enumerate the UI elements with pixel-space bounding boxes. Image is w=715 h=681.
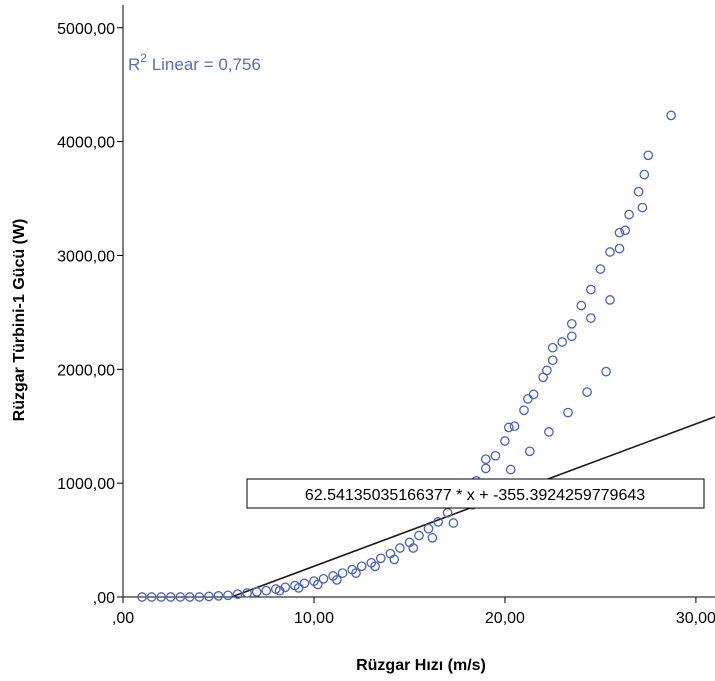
- data-point: [137, 592, 147, 602]
- data-point: [408, 543, 419, 553]
- fit-equation-label: 62.54135035166377 * x + -355.39242597796…: [305, 487, 645, 504]
- data-point: [213, 591, 224, 601]
- data-point: [605, 247, 615, 257]
- data-point: [563, 407, 573, 418]
- data-point: [274, 585, 285, 596]
- data-point: [557, 337, 568, 347]
- x-tick-label: 30,00: [676, 610, 715, 627]
- data-point: [204, 591, 214, 602]
- data-point: [351, 568, 361, 578]
- r2-label: R: [128, 55, 140, 74]
- data-point: [624, 209, 634, 220]
- data-point: [427, 532, 438, 543]
- data-point: [509, 421, 520, 432]
- data-point: [194, 592, 205, 602]
- data-point: [519, 405, 529, 416]
- data-point: [595, 264, 606, 274]
- data-point: [251, 587, 262, 597]
- y-tick-label: 5000,00: [57, 21, 115, 38]
- data-point: [448, 518, 459, 528]
- data-point: [370, 561, 380, 572]
- data-point: [423, 523, 434, 534]
- plot-frame: [122, 5, 715, 598]
- data-point: [544, 427, 554, 437]
- data-point: [566, 318, 577, 329]
- data-point: [614, 227, 625, 238]
- data-point: [389, 554, 400, 565]
- x-tick-label: 10,00: [294, 610, 334, 627]
- y-tick-label: 3000,00: [57, 248, 115, 265]
- data-point: [414, 530, 424, 541]
- data-point: [299, 578, 310, 589]
- r2-superscript: 2: [140, 51, 147, 65]
- y-tick-label: 4000,00: [57, 135, 115, 152]
- r2-annotation: R2 Linear = 0,756: [128, 51, 261, 74]
- y-axis-ticks: ,00 1000,00 2000,00 3000,00 4000,00 5000,00: [57, 21, 123, 607]
- data-point: [242, 588, 252, 598]
- data-point: [586, 284, 596, 295]
- y-tick-label: 2000,00: [57, 362, 115, 379]
- data-point: [184, 592, 195, 602]
- data-point: [524, 446, 535, 457]
- r2-value: Linear = 0,756: [147, 55, 261, 74]
- data-point: [614, 243, 625, 254]
- data-point: [165, 592, 176, 602]
- data-point: [318, 573, 329, 584]
- data-point: [433, 517, 443, 527]
- data-point: [232, 589, 243, 600]
- data-point: [312, 579, 323, 590]
- data-point: [633, 186, 644, 197]
- data-point: [156, 592, 167, 602]
- fit-equation-box: 62.54135035166377 * x + -355.39242597796…: [246, 478, 705, 509]
- data-point: [490, 450, 501, 461]
- data-point: [605, 295, 615, 305]
- data-point: [505, 464, 516, 475]
- data-point: [503, 422, 514, 433]
- data-points: [137, 110, 676, 602]
- data-point: [547, 355, 558, 366]
- data-point: [395, 543, 405, 553]
- data-point: [337, 568, 348, 578]
- data-point: [442, 507, 453, 518]
- data-point: [666, 110, 676, 121]
- data-point: [639, 169, 650, 180]
- data-point: [542, 365, 552, 376]
- y-axis-title: Rüzgar Türbini-1 Gücü (W): [11, 219, 28, 422]
- x-axis-title: Rüzgar Hızı (m/s): [356, 657, 486, 674]
- data-point: [293, 583, 304, 593]
- data-point: [146, 592, 157, 602]
- data-point: [586, 313, 596, 323]
- data-point: [332, 575, 342, 585]
- data-point: [480, 463, 491, 474]
- data-point: [175, 592, 186, 602]
- data-point: [547, 342, 558, 353]
- y-tick-label: ,00: [93, 590, 115, 607]
- data-point: [523, 394, 533, 404]
- x-tick-label: 20,00: [485, 610, 525, 627]
- data-point: [566, 331, 577, 342]
- data-point: [582, 387, 592, 397]
- data-point: [637, 202, 648, 213]
- y-tick-label: 1000,00: [57, 476, 115, 493]
- data-point: [500, 436, 510, 446]
- data-point: [620, 225, 631, 236]
- data-point: [643, 150, 654, 161]
- x-tick-label: ,00: [112, 610, 134, 627]
- data-point: [375, 553, 386, 564]
- data-point: [356, 561, 367, 572]
- data-point: [601, 366, 611, 377]
- data-point: [576, 300, 587, 311]
- data-point: [528, 389, 539, 400]
- data-point: [223, 590, 233, 601]
- x-axis-ticks: ,00 10,00 20,00 30,00: [112, 597, 715, 627]
- data-point: [261, 585, 272, 596]
- data-point: [480, 454, 491, 465]
